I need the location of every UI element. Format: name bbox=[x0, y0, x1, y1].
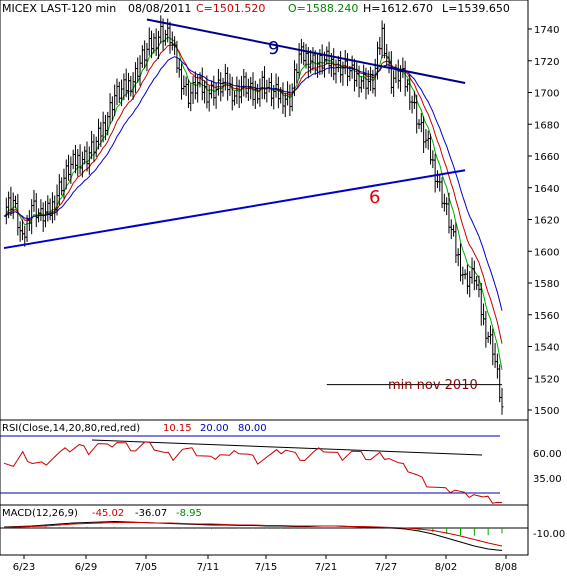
main-panel-frame bbox=[0, 0, 529, 421]
annotation-min-nov: min nov 2010 bbox=[388, 378, 478, 393]
header-open: O=1588.240 bbox=[288, 2, 358, 15]
signal-series-line bbox=[3, 522, 503, 547]
time-tick-label: 6/29 bbox=[75, 562, 97, 573]
price-tick-label: 1560 bbox=[534, 311, 559, 322]
rsi-divergence-line bbox=[91, 439, 483, 456]
price-tick-label: 1720 bbox=[534, 57, 559, 68]
macd-signal: -36.07 bbox=[135, 508, 167, 519]
price-tick-label: 1660 bbox=[534, 152, 559, 163]
time-axis: 6/23 6/29 7/05 7/11 7/15 7/21 7/27 8/02 8/08 bbox=[13, 555, 517, 573]
rsi-label: RSI(Close,14,20,80,red,red) bbox=[2, 423, 140, 434]
time-tick-label: 8/08 bbox=[495, 562, 517, 573]
time-tick-label: 7/05 bbox=[135, 562, 157, 573]
time-tick-label: 7/15 bbox=[255, 562, 277, 573]
rsi-line bbox=[3, 441, 503, 504]
macd-lines bbox=[3, 520, 503, 551]
macd-value: -45.02 bbox=[92, 508, 124, 519]
rsi-value: 10.15 bbox=[163, 423, 192, 434]
time-tick-label: 6/23 bbox=[13, 562, 35, 573]
macd-panel-frame bbox=[0, 504, 529, 556]
header-low: L=1539.650 bbox=[442, 2, 510, 15]
time-tick-label: 7/11 bbox=[197, 562, 219, 573]
rsi-series-line bbox=[3, 441, 503, 504]
header-symbol: MICEX LAST-120 min bbox=[2, 2, 116, 15]
header-high: H=1612.670 bbox=[363, 2, 433, 15]
price-tick-label: 1700 bbox=[534, 89, 559, 100]
rsi-tick-60: 60.00 bbox=[533, 449, 562, 460]
time-tick-label: 8/02 bbox=[435, 562, 457, 573]
price-tick-label: 1640 bbox=[534, 184, 559, 195]
price-tick-label: 1580 bbox=[534, 279, 559, 290]
trendlines bbox=[3, 18, 502, 386]
trendline-nine bbox=[146, 18, 466, 84]
price-tick-label: 1500 bbox=[534, 406, 559, 417]
annotation-nine: 9 bbox=[268, 38, 279, 59]
price-tick-label: 1620 bbox=[534, 216, 559, 227]
rsi-upper: 80.00 bbox=[238, 423, 267, 434]
macd-label: MACD(12,26,9) bbox=[2, 508, 78, 519]
macd-tick: -10.00 bbox=[533, 529, 565, 540]
header-close: C=1501.520 bbox=[196, 2, 265, 15]
price-tick-label: 1520 bbox=[534, 374, 559, 385]
price-tick-label: 1680 bbox=[534, 120, 559, 131]
rsi-panel-frame bbox=[0, 419, 529, 506]
price-axis: 1500 1520 1540 1560 1580 1600 1620 1640 1660 1680… bbox=[528, 25, 559, 417]
macd-hist: -8.95 bbox=[176, 508, 202, 519]
price-tick-label: 1740 bbox=[534, 25, 559, 36]
price-tick-label: 1540 bbox=[534, 343, 559, 354]
time-tick-label: 7/27 bbox=[375, 562, 397, 573]
time-tick-label: 7/21 bbox=[315, 562, 337, 573]
rsi-tick-35: 35.00 bbox=[533, 474, 562, 485]
trendline-six bbox=[3, 169, 466, 250]
rsi-lower: 20.00 bbox=[200, 423, 229, 434]
header-date: 08/08/2011 bbox=[128, 2, 191, 15]
annotation-six: 6 bbox=[369, 187, 380, 208]
price-tick-label: 1600 bbox=[534, 247, 559, 258]
